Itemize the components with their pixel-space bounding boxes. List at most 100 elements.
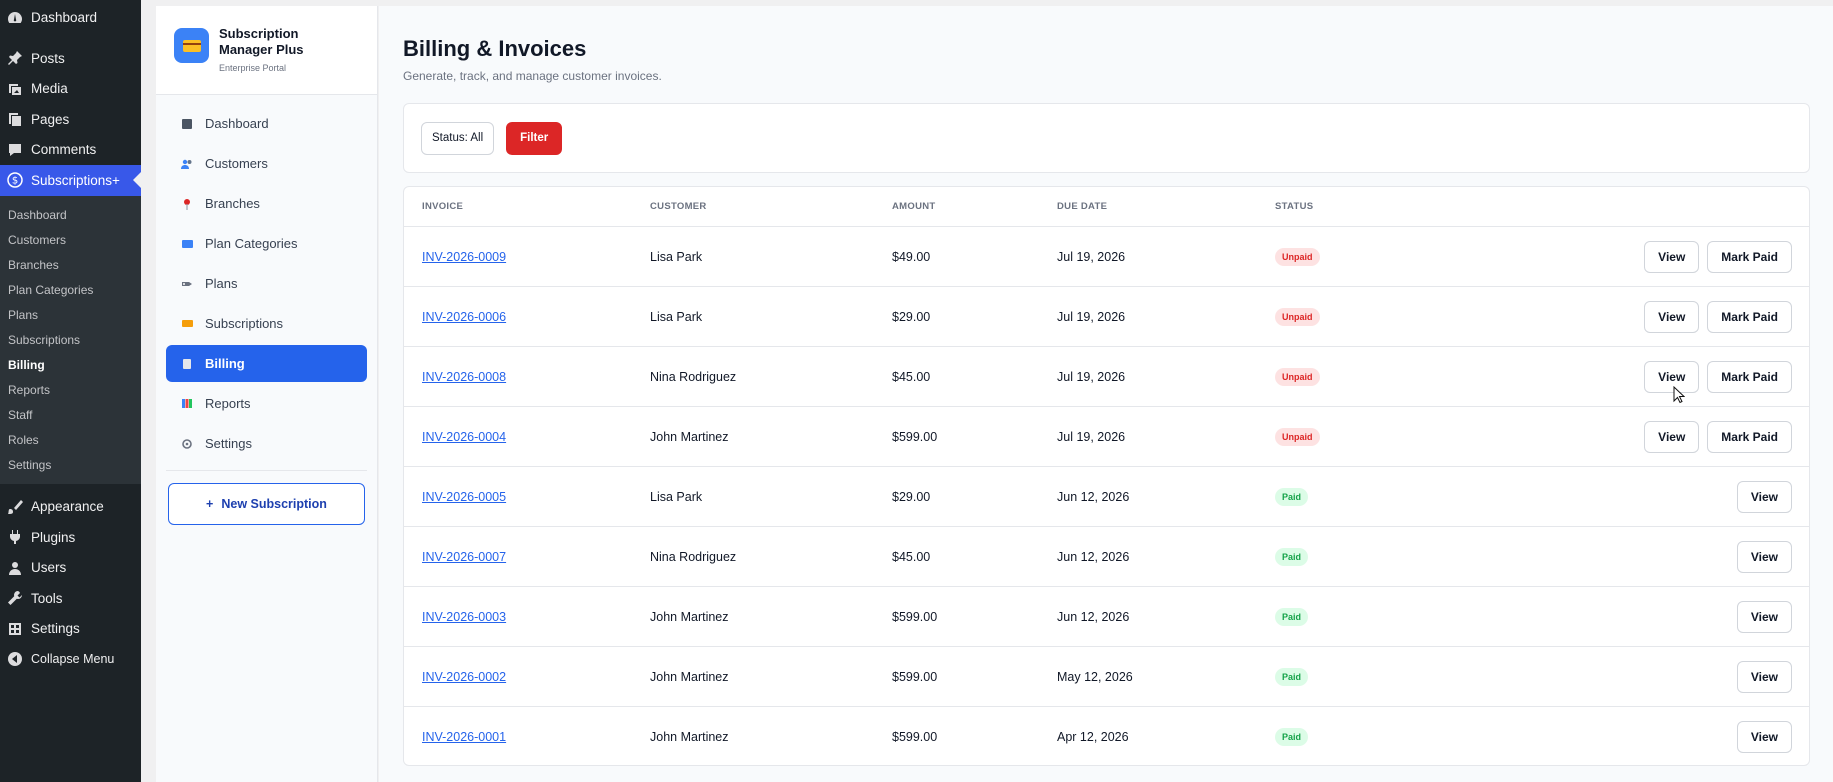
amount-cell: $599.00 xyxy=(892,669,938,684)
nav-subscriptions[interactable]: Subscriptions xyxy=(166,305,367,342)
wp-menu-collapse[interactable]: Collapse Menu xyxy=(0,644,141,675)
wp-menu-label: Tools xyxy=(31,590,63,606)
dollar-icon: $ xyxy=(6,172,23,189)
invoice-link[interactable]: INV-2026-0008 xyxy=(422,369,507,384)
wp-submenu-reports[interactable]: Reports xyxy=(8,383,51,397)
pin-icon xyxy=(181,198,193,210)
view-button[interactable]: View xyxy=(1644,360,1700,393)
invoice-link[interactable]: INV-2026-0005 xyxy=(422,489,507,504)
view-button[interactable]: View xyxy=(1736,540,1792,573)
table-row: INV-2026-0006 Lisa Park $29.00 Jul 19, 2026… xyxy=(404,287,1809,347)
nav-settings[interactable]: Settings xyxy=(166,425,367,462)
amount-cell: $45.00 xyxy=(892,369,931,384)
due-date-cell: Apr 12, 2026 xyxy=(1057,730,1129,744)
nav-divider xyxy=(166,470,367,471)
wp-menu-posts[interactable]: Posts xyxy=(0,43,141,74)
due-date-cell: Jun 12, 2026 xyxy=(1057,609,1130,624)
view-button[interactable]: View xyxy=(1644,420,1700,453)
invoice-link[interactable]: INV-2026-0001 xyxy=(422,730,507,744)
wp-menu-comments[interactable]: Comments xyxy=(0,135,141,166)
comments-icon xyxy=(6,141,23,158)
wp-submenu: Dashboard Customers Branches Plan Catego… xyxy=(0,195,141,484)
pin-icon xyxy=(6,50,23,67)
wp-submenu-staff[interactable]: Staff xyxy=(8,408,33,422)
nav-plans[interactable]: Plans xyxy=(166,265,367,302)
mark-paid-button[interactable]: Mark Paid xyxy=(1707,420,1792,453)
wp-menu-tools[interactable]: Tools xyxy=(0,583,141,614)
wp-menu-appearance[interactable]: Appearance xyxy=(0,492,141,523)
new-subscription-button[interactable]: + New Subscription xyxy=(168,483,365,525)
nav-reports[interactable]: Reports xyxy=(166,385,367,422)
status-badge: Paid xyxy=(1275,607,1309,626)
credit-card-logo-icon xyxy=(174,28,209,63)
view-button[interactable]: View xyxy=(1736,600,1792,633)
wp-submenu-subscriptions[interactable]: Subscriptions xyxy=(8,333,81,347)
wp-menu-users[interactable]: Users xyxy=(0,553,141,584)
wp-menu-label: Users xyxy=(31,560,67,576)
card-icon xyxy=(181,318,193,330)
page-subtitle: Generate, track, and manage customer inv… xyxy=(403,69,662,83)
settings-icon xyxy=(6,620,23,637)
nav-branches[interactable]: Branches xyxy=(166,185,367,222)
invoice-link[interactable]: INV-2026-0004 xyxy=(422,429,507,444)
table-row: INV-2026-0004 John Martinez $599.00 Jul 19,… xyxy=(404,407,1809,467)
amount-cell: $49.00 xyxy=(892,249,931,264)
mark-paid-button[interactable]: Mark Paid xyxy=(1707,360,1792,393)
nav-label: Customers xyxy=(205,156,268,171)
wp-submenu-customers[interactable]: Customers xyxy=(8,233,67,247)
customer-cell: Nina Rodriguez xyxy=(650,369,737,384)
wp-menu-plugins[interactable]: Plugins xyxy=(0,522,141,553)
customer-cell: John Martinez xyxy=(650,429,729,444)
due-date-cell: Jun 12, 2026 xyxy=(1057,489,1130,504)
filter-button[interactable]: Filter xyxy=(506,121,563,155)
view-button[interactable]: View xyxy=(1736,480,1792,513)
table-row: INV-2026-0001 John Martinez $599.00 Apr 12,… xyxy=(404,707,1809,765)
mark-paid-button[interactable]: Mark Paid xyxy=(1707,240,1792,273)
table-row: INV-2026-0002 John Martinez $599.00 May 12,… xyxy=(404,647,1809,707)
invoice-link[interactable]: INV-2026-0003 xyxy=(422,609,507,624)
wp-submenu-settings[interactable]: Settings xyxy=(8,458,52,472)
invoice-link[interactable]: INV-2026-0007 xyxy=(422,549,507,564)
status-badge: Unpaid xyxy=(1275,247,1320,266)
wp-menu-subscriptions[interactable]: $ Subscriptions+ xyxy=(0,165,141,196)
view-button[interactable]: View xyxy=(1736,660,1792,693)
wp-menu-dashboard[interactable]: Dashboard xyxy=(0,0,141,35)
media-icon xyxy=(6,80,23,97)
customer-cell: Nina Rodriguez xyxy=(650,549,737,564)
customer-cell: Lisa Park xyxy=(650,249,703,264)
amount-cell: $45.00 xyxy=(892,549,931,564)
invoice-link[interactable]: INV-2026-0009 xyxy=(422,249,507,264)
brand-subtitle: Enterprise Portal xyxy=(219,63,287,73)
due-date-cell: Jul 19, 2026 xyxy=(1057,369,1126,384)
new-subscription-label: New Subscription xyxy=(221,497,327,511)
nav-label: Plan Categories xyxy=(205,236,298,251)
wp-submenu-plans[interactable]: Plans xyxy=(8,308,39,322)
wp-submenu-roles[interactable]: Roles xyxy=(8,433,39,447)
invoice-link[interactable]: INV-2026-0006 xyxy=(422,309,507,324)
view-button[interactable]: View xyxy=(1736,721,1792,753)
mark-paid-button[interactable]: Mark Paid xyxy=(1707,300,1792,333)
wp-submenu-plan-categories[interactable]: Plan Categories xyxy=(8,283,94,297)
collapse-icon xyxy=(6,651,23,668)
wp-submenu-dashboard[interactable]: Dashboard xyxy=(8,208,67,222)
status-select[interactable]: Status: All xyxy=(421,121,495,155)
view-button[interactable]: View xyxy=(1644,300,1700,333)
wp-submenu-billing[interactable]: Billing xyxy=(8,358,45,372)
invoice-link[interactable]: INV-2026-0002 xyxy=(422,669,507,684)
view-button[interactable]: View xyxy=(1644,240,1700,273)
wp-menu-label: Collapse Menu xyxy=(31,652,115,667)
status-badge: Paid xyxy=(1275,667,1309,686)
wp-submenu-branches[interactable]: Branches xyxy=(8,258,59,272)
nav-dashboard[interactable]: Dashboard xyxy=(166,105,367,142)
nav-plan-categories[interactable]: Plan Categories xyxy=(166,225,367,262)
table-row: INV-2026-0003 John Martinez $599.00 Jun 12,… xyxy=(404,587,1809,647)
nav-label: Reports xyxy=(205,396,251,411)
customer-cell: Lisa Park xyxy=(650,309,703,324)
nav-label: Branches xyxy=(205,196,260,211)
wp-menu-pages[interactable]: Pages xyxy=(0,104,141,135)
nav-customers[interactable]: Customers xyxy=(166,145,367,182)
nav-billing[interactable]: Billing xyxy=(166,345,367,382)
column-header-customer: CUSTOMER xyxy=(650,201,707,212)
wp-menu-settings[interactable]: Settings xyxy=(0,614,141,645)
wp-menu-media[interactable]: Media xyxy=(0,74,141,105)
